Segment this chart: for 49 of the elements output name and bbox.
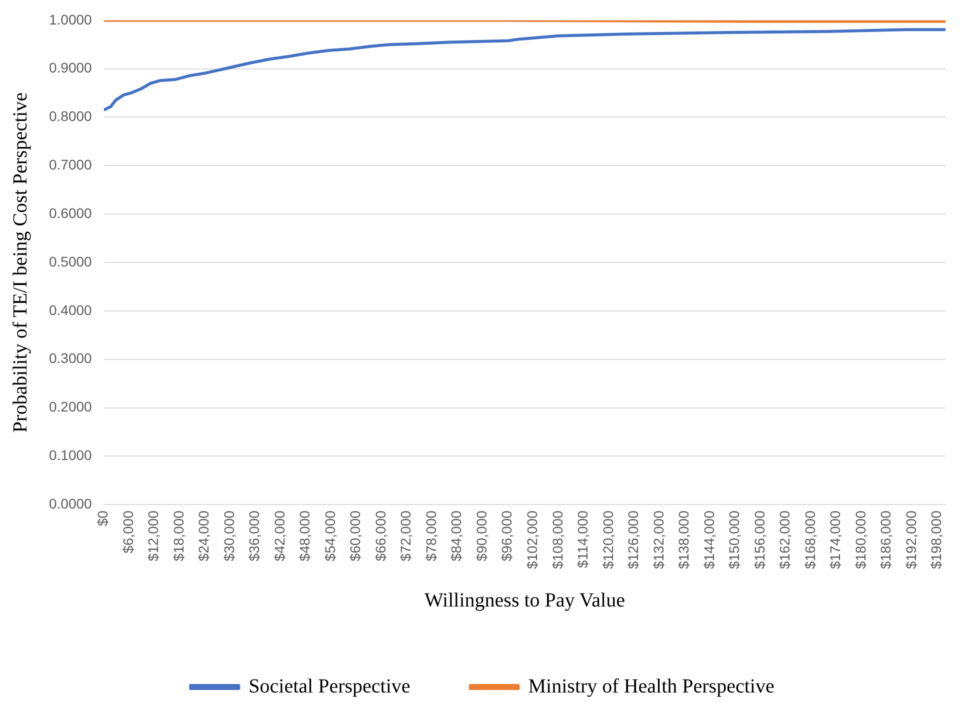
y-tick-label: 0.5000 — [48, 253, 92, 270]
x-tick-label: $78,000 — [422, 510, 439, 562]
x-tick-label: $6,000 — [120, 510, 136, 554]
x-axis-title: Willingness to Pay Value — [424, 589, 626, 612]
x-tick-label: $174,000 — [827, 510, 844, 570]
x-tick-label: $132,000 — [650, 510, 666, 570]
x-tick-label: $114,000 — [574, 510, 591, 568]
x-tick-label: $12,000 — [145, 510, 162, 562]
x-tick-label: $186,000 — [878, 510, 894, 570]
x-tick-label: $96,000 — [498, 510, 515, 562]
y-tick-label: 0.6000 — [48, 204, 92, 221]
x-tick-label: $150,000 — [726, 510, 742, 570]
x-tick-label: $30,000 — [220, 510, 237, 562]
y-tick-label: 0.3000 — [48, 350, 92, 366]
x-tick-label: $192,000 — [902, 510, 919, 570]
y-tick-label: 0.8000 — [48, 108, 92, 124]
y-tick-label: 1.0000 — [48, 11, 92, 28]
x-tick-label: $198,000 — [928, 510, 944, 570]
y-tick-label: 0.1000 — [48, 447, 92, 464]
legend-label: Ministry of Health Perspective — [528, 675, 774, 698]
x-tick-label: $180,000 — [852, 510, 868, 570]
x-tick-label: $18,000 — [170, 510, 186, 562]
x-tick-label: $162,000 — [776, 510, 793, 570]
x-tick-label: $84,000 — [448, 510, 464, 562]
x-tick-label: $60,000 — [347, 510, 364, 562]
y-tick-label: 0.0000 — [48, 495, 92, 512]
x-tick-label: $108,000 — [549, 510, 566, 570]
x-tick-label: $144,000 — [700, 510, 717, 570]
x-tick-label: $120,000 — [600, 510, 616, 570]
x-tick-label: $36,000 — [246, 510, 262, 562]
x-tick-label: $48,000 — [296, 510, 313, 562]
y-tick-label: 0.2000 — [48, 398, 92, 415]
y-tick-label: 0.7000 — [48, 156, 92, 173]
y-tick-label: 0.4000 — [48, 302, 92, 318]
x-tick-label: $0 — [94, 510, 111, 526]
x-tick-label: $168,000 — [802, 510, 818, 570]
x-tick-label: $156,000 — [751, 510, 768, 570]
x-tick-label: $72,000 — [398, 510, 414, 562]
x-tick-label: $138,000 — [676, 510, 692, 570]
x-tick-label: $66,000 — [372, 510, 388, 562]
x-tick-label: $90,000 — [473, 510, 490, 562]
x-tick-label: $102,000 — [524, 510, 540, 570]
x-tick-label: $126,000 — [625, 510, 642, 570]
legend-label: Societal Perspective — [248, 675, 410, 698]
y-tick-label: 0.9000 — [48, 60, 92, 76]
x-tick-label: $54,000 — [322, 510, 338, 562]
x-tick-label: $42,000 — [271, 510, 288, 562]
y-axis-title: Probability of TE/I being Cost Perspective — [9, 92, 32, 433]
x-tick-label: $24,000 — [196, 510, 212, 562]
